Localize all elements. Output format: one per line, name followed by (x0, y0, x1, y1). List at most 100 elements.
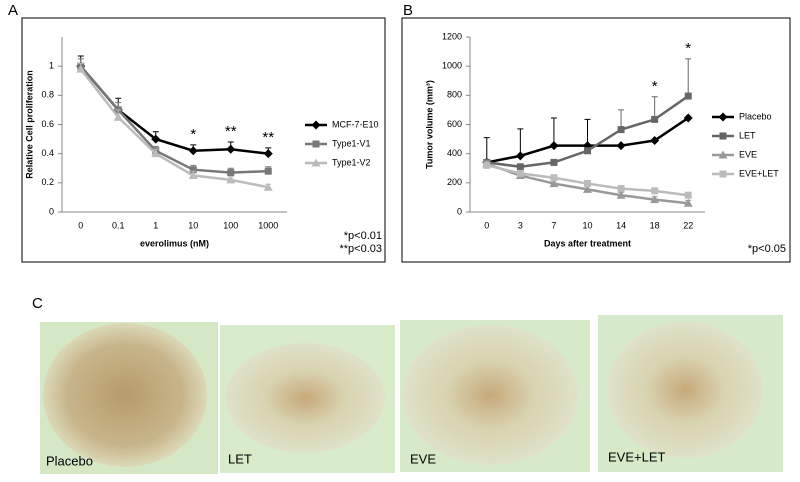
image-label: LET (228, 451, 252, 466)
marker (515, 151, 525, 161)
note: **p<0.03 (339, 243, 382, 255)
marker (583, 184, 592, 193)
x-tick-label: 0 (484, 220, 489, 230)
legend-label: MCF-7-E10 (332, 119, 379, 129)
y-tick-label: 400 (447, 148, 462, 158)
marker (550, 174, 558, 182)
y-tick-label: 0 (457, 206, 462, 216)
marker (684, 191, 692, 199)
x-tick-label: 3 (518, 220, 523, 230)
marker (718, 112, 728, 122)
marker (189, 166, 197, 174)
y-tick-label: 800 (447, 90, 462, 100)
x-tick-label: 7 (551, 220, 556, 230)
marker (719, 170, 727, 178)
marker (311, 120, 321, 130)
marker (263, 182, 273, 191)
x-tick-label: 0.1 (112, 220, 125, 230)
y-tick-label: 600 (447, 119, 462, 129)
y-tick-label: 0.8 (41, 90, 54, 100)
legend-label: LET (739, 130, 756, 140)
marker (226, 175, 236, 184)
marker (650, 195, 660, 204)
series-line (79, 68, 269, 189)
x-tick-label: 22 (683, 220, 693, 230)
y-tick-label: 0.6 (41, 119, 54, 129)
x-axis-label: everolimus (nM) (140, 238, 209, 248)
panel-label: C (32, 295, 43, 312)
legend-label: Placebo (739, 111, 772, 121)
marker (718, 150, 728, 159)
tissue (402, 325, 578, 465)
histology-images (40, 315, 783, 474)
error-bar (685, 58, 692, 97)
marker (516, 163, 524, 171)
marker (650, 136, 660, 146)
tissue (43, 323, 207, 467)
y-tick-label: 0.4 (41, 148, 54, 158)
tissue (225, 343, 385, 453)
x-tick-label: 0 (78, 220, 83, 230)
marker (113, 112, 123, 121)
x-tick-label: 10 (188, 220, 198, 230)
series-line (79, 65, 269, 174)
y-tick-label: 0 (49, 206, 54, 216)
marker (226, 144, 236, 154)
marker (312, 140, 320, 148)
marker (188, 171, 198, 180)
marker (616, 190, 626, 199)
y-axis-label: Tumor volume (mm³) (424, 80, 434, 169)
legend-label: Type1-V1 (332, 138, 371, 148)
image-label: EVE+LET (608, 449, 666, 464)
y-tick-label: 200 (447, 177, 462, 187)
y-tick-label: 1200 (442, 31, 462, 41)
marker (311, 158, 321, 167)
note: *p<0.01 (344, 230, 382, 242)
marker (616, 141, 626, 151)
y-axis-label: Relative Cell proliferation (24, 70, 34, 179)
panel-b-frame (401, 17, 791, 263)
marker (683, 198, 693, 207)
marker (264, 167, 272, 175)
significance-mark: * (685, 40, 691, 57)
panel-a-frame (21, 17, 386, 263)
significance-mark: ** (262, 129, 274, 146)
note: *p<0.05 (748, 243, 786, 255)
error-bar (651, 96, 658, 120)
marker (617, 126, 625, 134)
marker (651, 187, 659, 195)
marker (683, 113, 693, 123)
y-tick-label: 0.2 (41, 177, 54, 187)
marker (516, 169, 524, 177)
tissue (607, 322, 763, 458)
y-tick-label: 1000 (442, 61, 462, 71)
marker (76, 64, 86, 73)
marker (584, 180, 591, 188)
marker (151, 134, 161, 144)
image-label: Placebo (46, 453, 93, 468)
marker (549, 179, 559, 188)
legend-label: EVE (739, 149, 757, 159)
x-tick-label: 1000 (258, 220, 278, 230)
marker (188, 146, 198, 156)
legend-label: EVE+LET (739, 168, 779, 178)
x-tick-label: 10 (582, 220, 592, 230)
marker (151, 149, 161, 158)
x-tick-label: 14 (616, 220, 626, 230)
significance-mark: * (190, 126, 196, 143)
error-bar (550, 117, 557, 146)
panel-label: A (8, 2, 18, 19)
marker (550, 158, 558, 166)
significance-mark: * (652, 78, 658, 95)
x-axis-label: Days after treatment (544, 238, 631, 248)
marker (584, 147, 591, 155)
significance-mark: ** (225, 123, 237, 140)
legend-label: Type1-V2 (332, 157, 371, 167)
x-tick-label: 18 (650, 220, 660, 230)
marker (684, 92, 692, 100)
image-label: EVE (410, 451, 436, 466)
y-tick-label: 1 (49, 61, 54, 71)
marker (483, 161, 491, 169)
marker (651, 115, 659, 123)
